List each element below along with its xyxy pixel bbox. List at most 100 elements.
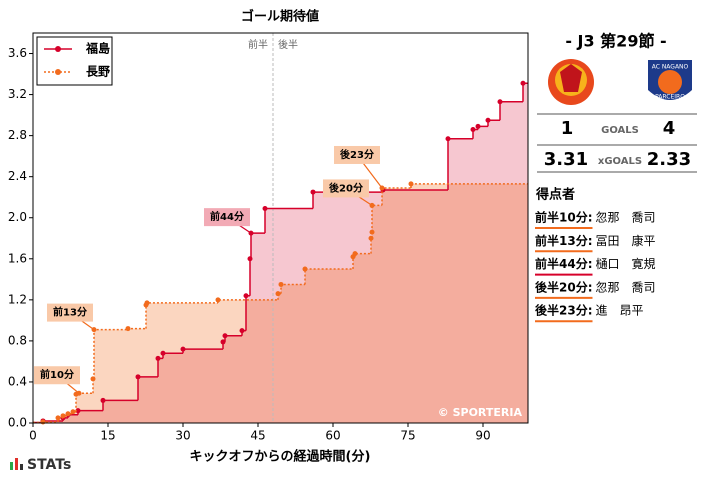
point [70, 409, 76, 415]
plot-fills [43, 83, 528, 424]
xg-label: xGOALS [598, 156, 642, 167]
y-tick-label: 3.2 [8, 87, 27, 101]
area-segment [473, 129, 478, 423]
y-tick-label: 3.6 [8, 46, 27, 60]
brand: STATs [10, 457, 71, 473]
point [520, 80, 526, 86]
round: - J3 第29節 - [565, 32, 666, 51]
scorer-name: 進 昂平 [596, 304, 644, 318]
away-xg: 2.33 [647, 149, 691, 170]
point [302, 266, 308, 272]
plot-frame [32, 32, 529, 424]
point [485, 117, 491, 123]
annotation-box [34, 366, 80, 385]
point [310, 189, 316, 195]
area-segment [383, 190, 448, 423]
scorer-name: 樋口 寛規 [596, 256, 656, 271]
area-segment [225, 335, 242, 423]
away-logo: AC NAGANO PARCEIRO [648, 60, 692, 101]
x-tick-label: 90 [475, 429, 490, 443]
point [135, 374, 141, 380]
y-tick-label: 0.0 [8, 416, 27, 430]
x-tick-label: 30 [175, 429, 190, 443]
logo-text: AC NAGANO [652, 64, 689, 71]
half-label: 後半 [278, 38, 298, 51]
area-segment [79, 393, 93, 423]
annotation-box [204, 208, 250, 227]
point [125, 326, 131, 332]
area-segment [93, 378, 94, 423]
scorer-time: 前半13分: [535, 233, 593, 248]
annotation-label: 後20分 [329, 181, 363, 194]
point [100, 397, 106, 403]
annotation-box [323, 179, 369, 198]
point [222, 333, 228, 339]
legend-label: 福島 [85, 41, 110, 56]
point [75, 408, 81, 414]
area-segment [281, 284, 305, 423]
legend-marker [55, 46, 61, 52]
area-segment [251, 233, 265, 423]
area-segment [478, 126, 488, 423]
point [275, 291, 281, 297]
area-segment [158, 358, 163, 423]
scorer-name: 忽那 喬司 [596, 279, 656, 294]
y-tick-label: 1.6 [8, 251, 27, 265]
plot-lines: 前10分 前13分 前44分 後20分 後23分 [33, 33, 528, 425]
step-segment [92, 378, 94, 394]
point [40, 419, 46, 425]
scorer-time: 後半23分: [535, 303, 593, 318]
area-segment [63, 417, 68, 423]
point [262, 206, 268, 211]
area-segment [488, 120, 500, 423]
area-segment [411, 183, 528, 423]
scorer-time: 前半10分: [535, 210, 593, 225]
area-segment [448, 138, 473, 424]
brand-icon [20, 464, 23, 470]
area-segment [63, 415, 68, 423]
point [278, 281, 284, 287]
y-tick-label: 2.4 [8, 169, 27, 183]
y-tick-label: 0.8 [8, 333, 27, 347]
half-label: 前半 [248, 38, 268, 51]
point [445, 136, 451, 142]
area-segment [68, 413, 73, 423]
brand-name: STATs [27, 457, 71, 473]
annotation-box [334, 145, 380, 164]
area-segment [78, 410, 103, 423]
area-segment [138, 376, 158, 423]
logo-text: PARCEIRO [655, 94, 685, 101]
logo-shape [658, 70, 682, 94]
home-goals: 1 [561, 118, 574, 139]
area-segment [523, 83, 528, 423]
scorer-time: 前半44分: [535, 256, 593, 271]
scorer-name: 冨田 康平 [596, 233, 656, 248]
area-segment [371, 238, 372, 423]
x-tick-label: 15 [100, 429, 115, 443]
point [60, 413, 66, 419]
area-segment [500, 101, 523, 424]
legend-label: 長野 [86, 64, 110, 79]
area-segment [183, 349, 223, 423]
step-segment [304, 268, 353, 285]
area-segment [250, 258, 251, 423]
logo-shape [560, 64, 582, 92]
area-segment [103, 400, 138, 423]
area-segment [246, 295, 250, 423]
point [215, 297, 221, 303]
area-segment [372, 205, 382, 423]
area-segment [223, 341, 225, 423]
area-segment [73, 411, 76, 423]
point [352, 251, 358, 257]
point [160, 350, 166, 356]
brand-icon [15, 458, 18, 470]
x-tick-label: 45 [250, 429, 265, 443]
area-segment [355, 253, 371, 423]
scorer-name: 忽那 喬司 [596, 210, 656, 225]
area-segment [305, 269, 353, 423]
point [408, 181, 414, 187]
point [470, 126, 476, 132]
legend-marker [55, 69, 61, 75]
area-segment [218, 299, 278, 423]
